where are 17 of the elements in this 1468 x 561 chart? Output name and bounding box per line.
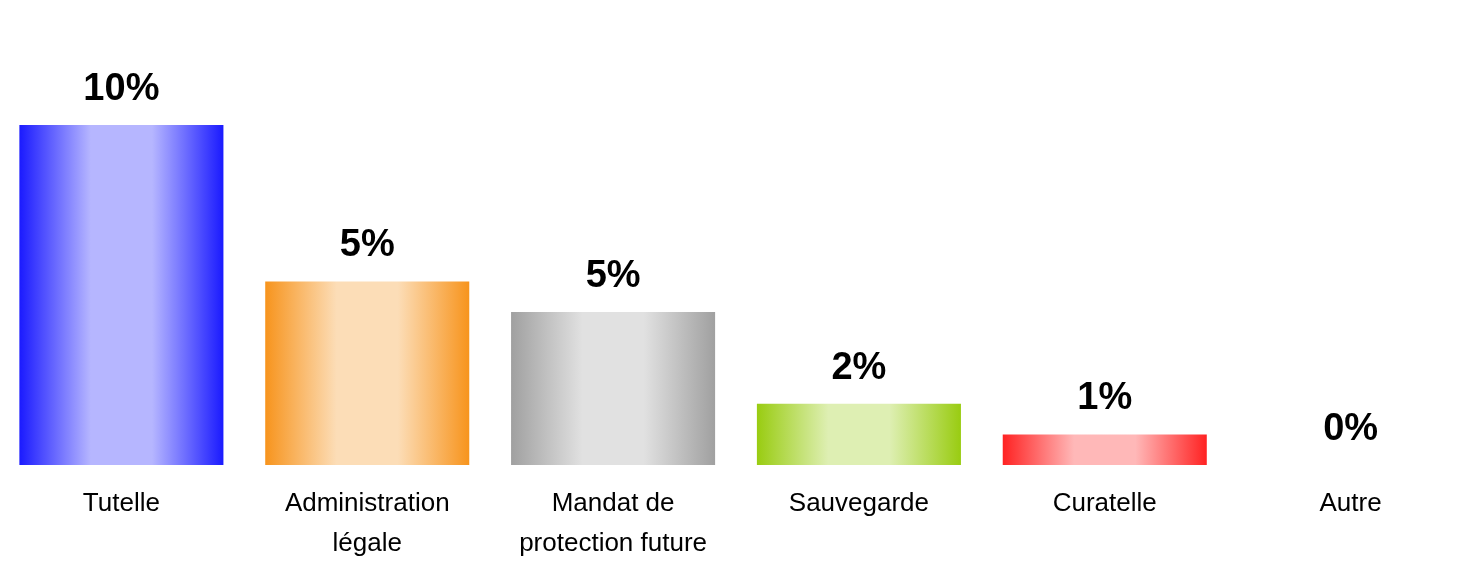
x-tick-label: Administration légale <box>284 486 450 557</box>
bar <box>756 403 961 465</box>
x-tick-label: Tutelle <box>82 486 160 517</box>
x-tick-label: Autre <box>1319 486 1382 517</box>
data-label: 2% <box>831 344 887 387</box>
bar <box>511 312 716 465</box>
data-label: 10% <box>83 66 160 108</box>
data-label: 1% <box>1077 375 1133 418</box>
bar <box>1002 434 1207 465</box>
data-label: 5% <box>339 222 395 265</box>
x-tick-label: Sauvegarde <box>788 486 930 517</box>
data-label: 5% <box>585 253 641 295</box>
x-tick-label: Mandat de protection future <box>519 486 708 557</box>
x-tick-label: Curatelle <box>1052 486 1157 517</box>
data-label: 0% <box>1323 406 1379 448</box>
bar <box>265 281 470 465</box>
bar <box>19 125 224 465</box>
